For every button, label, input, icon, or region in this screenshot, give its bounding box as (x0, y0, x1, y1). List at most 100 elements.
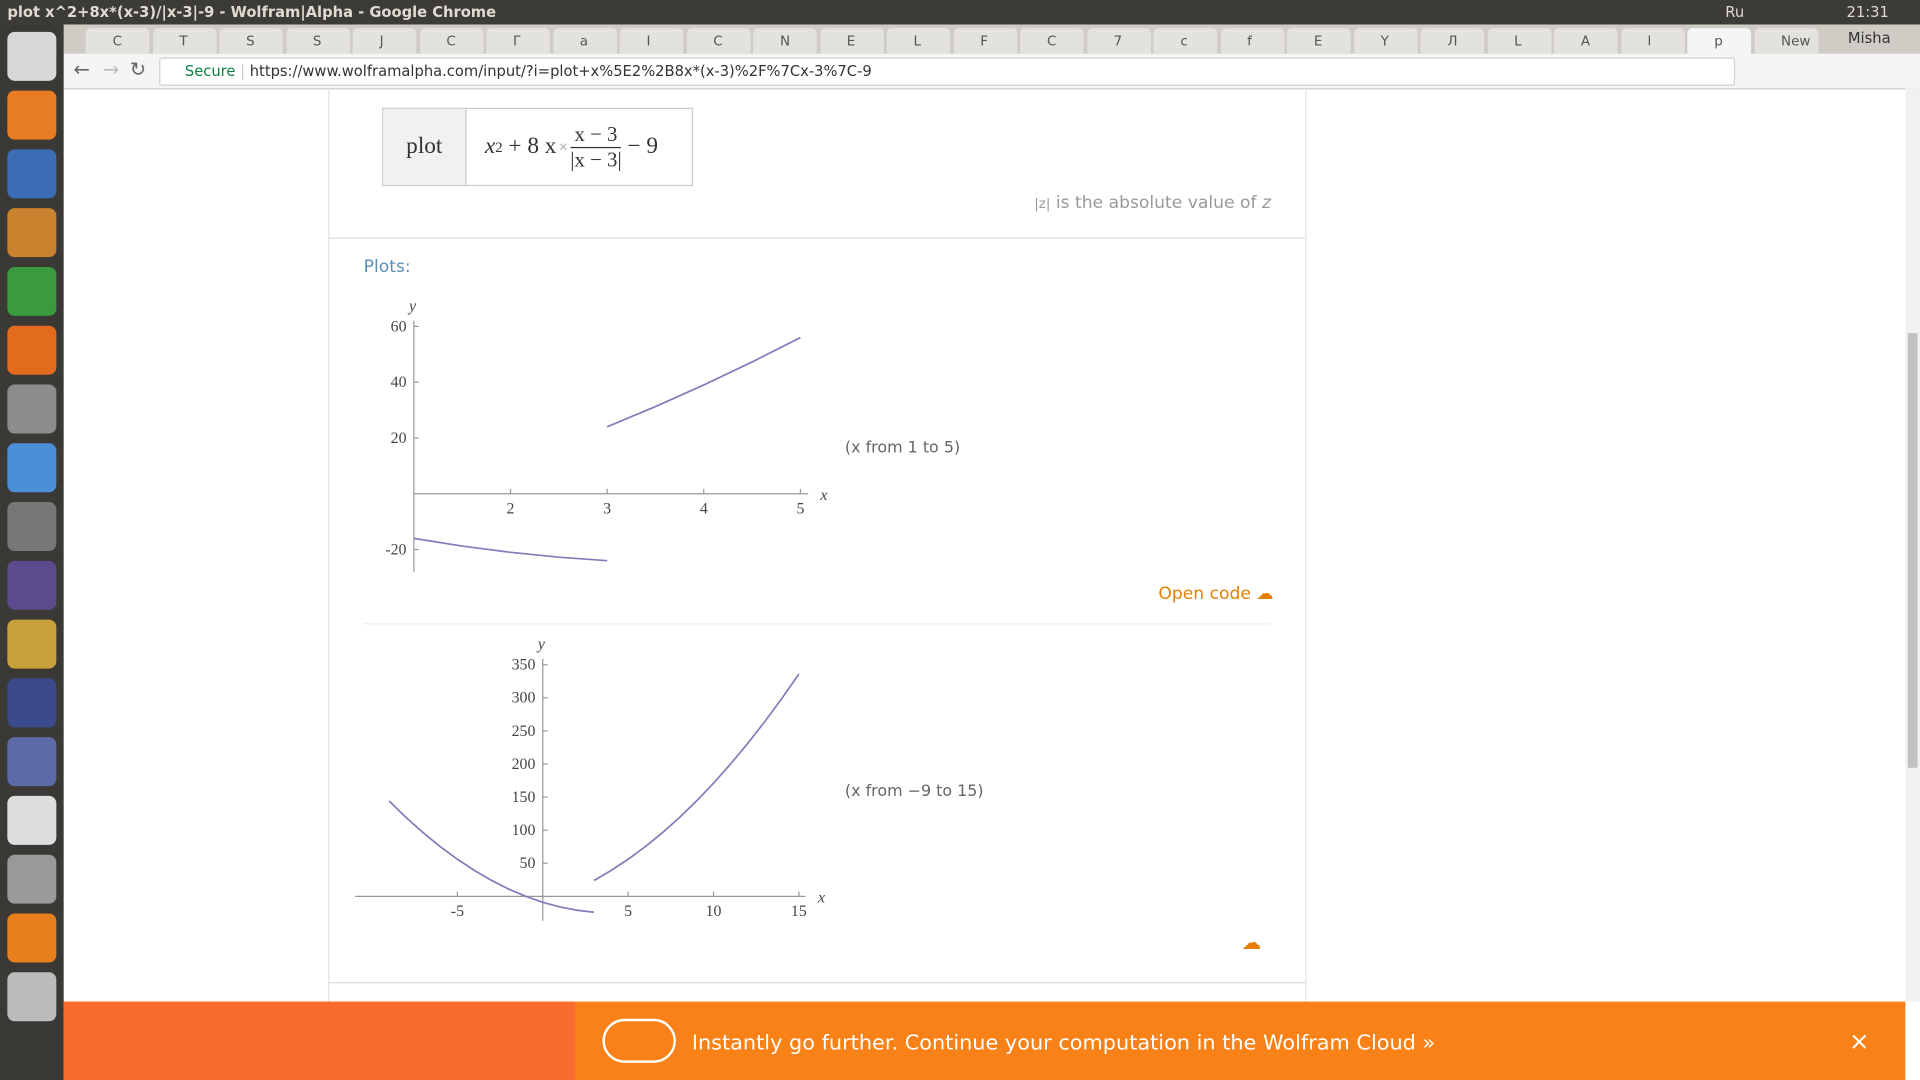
y-tick-label: 20 (391, 430, 407, 447)
tab[interactable]: E (1286, 28, 1351, 54)
tab[interactable]: Г (486, 28, 550, 54)
note-var: z (1262, 193, 1272, 214)
x-axis-label: x (819, 487, 827, 504)
secure: Secure (184, 62, 236, 80)
tab[interactable]: Л (1420, 28, 1485, 54)
tab[interactable]: N (753, 28, 817, 54)
tab[interactable]: L (1487, 28, 1551, 54)
y-tick-label: 40 (391, 374, 407, 391)
numerator: x − 3 (570, 122, 622, 148)
curve (388, 673, 800, 914)
tab[interactable]: f (1220, 28, 1284, 54)
tab[interactable]: C (419, 28, 484, 54)
tab[interactable]: A (1553, 28, 1618, 54)
launcher-icon[interactable] (7, 325, 57, 375)
y-tick-label: 150 (512, 789, 536, 806)
divider (329, 982, 1306, 984)
tab[interactable]: C (85, 28, 150, 54)
x-tick-label: 2 (507, 500, 515, 517)
banner-left (63, 1001, 576, 1080)
scrollbar[interactable] (1905, 88, 1920, 1002)
scroll-thumb[interactable] (1907, 333, 1918, 768)
tab[interactable]: L (886, 28, 951, 54)
forward[interactable]: → (102, 57, 120, 81)
launcher-icon[interactable] (7, 678, 57, 728)
launcher-icon[interactable] (7, 972, 57, 1022)
divider (363, 623, 1270, 625)
x-tick-label: 15 (791, 903, 807, 920)
x-tick-label: 3 (603, 500, 611, 517)
y-tick-label: -20 (385, 541, 406, 558)
launcher-icon[interactable] (7, 502, 57, 552)
y-axis-label: y (407, 298, 417, 315)
banner: Instantly go further. Continue your comp… (63, 1001, 1906, 1080)
launcher-icon[interactable] (7, 913, 57, 963)
tab[interactable]: S (285, 28, 350, 54)
tab[interactable]: J (352, 28, 417, 54)
close[interactable]: × (1848, 1026, 1870, 1056)
open-code-icon[interactable]: ☁ (1241, 930, 1262, 954)
launcher-icon[interactable] (7, 266, 57, 316)
launcher-icon[interactable] (7, 737, 57, 787)
divider (329, 237, 1306, 239)
tab[interactable]: S (219, 28, 283, 54)
launcher-icon[interactable] (7, 90, 57, 140)
toolbar: ← → ↻ Secure | https://www.wolframalpha.… (63, 53, 1920, 90)
launcher-icon[interactable] (7, 443, 57, 493)
launcher-icon[interactable] (7, 795, 57, 845)
user[interactable]: Misha (1847, 29, 1891, 47)
omnibox[interactable]: Secure | https://www.wolframalpha.com/in… (159, 57, 1736, 86)
tab[interactable]: F (953, 28, 1017, 54)
x-tick-label: 4 (700, 500, 708, 517)
x-tick-label: 5 (624, 903, 632, 920)
note-symbol: |z| (1034, 195, 1051, 212)
formula-part: − 9 (627, 133, 659, 160)
tab[interactable]: C (1020, 28, 1084, 54)
banner-text[interactable]: Instantly go further. Continue your comp… (691, 1031, 1436, 1056)
y-tick-label: 300 (512, 690, 536, 707)
reload[interactable]: ↻ (129, 57, 147, 81)
launcher-icon[interactable] (7, 208, 57, 258)
tab[interactable]: C (686, 28, 751, 54)
tab[interactable]: T (152, 28, 217, 54)
launcher-icon[interactable] (7, 854, 57, 904)
times: × (558, 137, 568, 156)
x-axis-label: x (817, 889, 825, 906)
power: 2 (495, 137, 503, 155)
tab[interactable]: c (1153, 28, 1218, 54)
tab[interactable]: l (1620, 28, 1685, 54)
var: x (484, 133, 496, 160)
tab[interactable]: a (552, 28, 617, 54)
open-code-label[interactable]: Open code (1158, 584, 1251, 604)
tab[interactable]: I (619, 28, 684, 54)
tab[interactable]: E (819, 28, 884, 54)
launcher-icon[interactable] (7, 31, 57, 81)
curve (413, 336, 801, 562)
url: https://www.wolframalpha.com/input/?i=pl… (249, 62, 872, 80)
open-code[interactable]: Open code ☁ (1158, 584, 1274, 604)
clock[interactable]: 21:31 (1846, 3, 1889, 21)
tab[interactable]: p (1687, 28, 1752, 54)
launcher-icon[interactable] (7, 384, 57, 434)
cloud-icon (602, 1018, 676, 1063)
y-tick-label: 350 (512, 657, 536, 674)
tab[interactable]: 7 (1086, 28, 1151, 54)
launcher-icon[interactable] (7, 149, 57, 199)
tab[interactable]: New (1754, 28, 1818, 54)
launcher-icon[interactable] (7, 560, 57, 610)
note-text: is the absolute value of (1055, 193, 1257, 214)
launcher-icon[interactable] (7, 619, 57, 669)
window-title: plot x^2+8x*(x-3)/|x-3|-9 - Wolfram|Alph… (7, 3, 497, 21)
y-tick-label: 250 (512, 723, 536, 740)
launcher (0, 24, 64, 1080)
formula-part: + 8 x (508, 133, 557, 160)
tab[interactable]: Y (1353, 28, 1418, 54)
y-axis-label: y (536, 636, 546, 653)
back[interactable]: ← (73, 57, 90, 81)
keyboard[interactable]: Ru (1725, 3, 1745, 21)
plot-caption: (x from −9 to 15) (845, 781, 984, 800)
